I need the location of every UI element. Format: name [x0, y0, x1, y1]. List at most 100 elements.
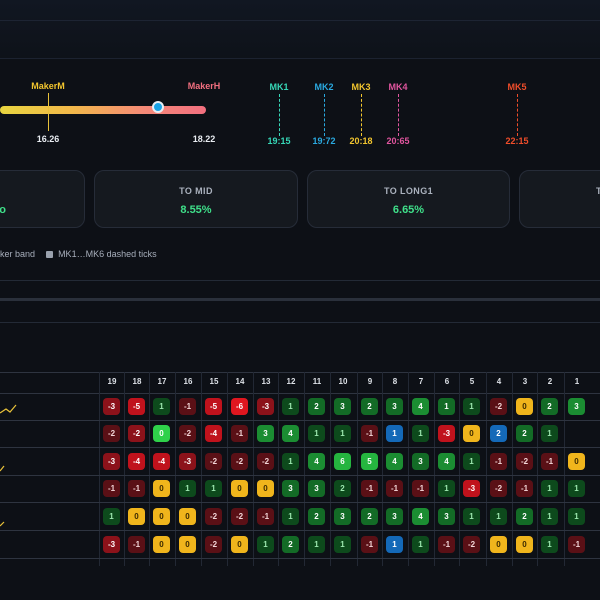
grid-column-header[interactable]: 1 [574, 377, 580, 386]
grid-cell[interactable]: -5 [205, 398, 222, 415]
grid-cell[interactable]: 2 [308, 508, 325, 525]
grid-cell[interactable]: 0 [153, 536, 170, 553]
grid-cell[interactable]: -1 [438, 536, 455, 553]
grid-cell[interactable]: 0 [153, 480, 170, 497]
grid-cell[interactable]: 0 [231, 536, 248, 553]
grid-cell[interactable]: 1 [438, 398, 455, 415]
grid-cell[interactable]: 3 [386, 398, 403, 415]
grid-cell[interactable]: 1 [257, 536, 274, 553]
grid-cell[interactable]: -1 [257, 508, 274, 525]
stat-card-left[interactable]: o [0, 170, 85, 228]
grid-cell[interactable]: 2 [361, 398, 378, 415]
grid-cell[interactable]: -1 [231, 425, 248, 442]
grid-cell[interactable]: 5 [361, 453, 378, 470]
grid-column-header[interactable]: 14 [235, 377, 245, 386]
grid-cell[interactable]: -3 [103, 453, 120, 470]
grid-cell[interactable]: 1 [282, 398, 299, 415]
grid-cell[interactable]: 1 [568, 480, 585, 497]
grid-cell[interactable]: 1 [541, 536, 558, 553]
grid-cell[interactable]: -3 [179, 453, 196, 470]
grid-cell[interactable]: -1 [386, 480, 403, 497]
grid-cell[interactable]: 4 [308, 453, 325, 470]
grid-cell[interactable]: 1 [179, 480, 196, 497]
grid-cell[interactable]: -2 [516, 453, 533, 470]
grid-cell[interactable]: -1 [128, 536, 145, 553]
grid-cell[interactable]: 1 [205, 480, 222, 497]
grid-cell[interactable]: 1 [568, 508, 585, 525]
grid-cell[interactable]: 1 [153, 398, 170, 415]
grid-column-header[interactable]: 13 [261, 377, 271, 386]
grid-cell[interactable]: -3 [257, 398, 274, 415]
grid-column-header[interactable]: 15 [209, 377, 219, 386]
grid-cell[interactable]: -2 [463, 536, 480, 553]
grid-cell[interactable]: -1 [103, 480, 120, 497]
grid-cell[interactable]: 3 [257, 425, 274, 442]
grid-cell[interactable]: 2 [282, 536, 299, 553]
grid-column-header[interactable]: 10 [338, 377, 348, 386]
grid-cell[interactable]: -1 [568, 536, 585, 553]
grid-cell[interactable]: -1 [361, 425, 378, 442]
grid-cell[interactable]: -2 [490, 480, 507, 497]
grid-column-header[interactable]: 9 [367, 377, 373, 386]
grid-cell[interactable]: 1 [308, 536, 325, 553]
grid-cell[interactable]: 4 [412, 508, 429, 525]
grid-column-header[interactable]: 19 [107, 377, 117, 386]
grid-cell[interactable]: -1 [128, 480, 145, 497]
grid-cell[interactable]: 6 [334, 453, 351, 470]
grid-cell[interactable]: -2 [179, 425, 196, 442]
grid-cell[interactable]: 3 [334, 508, 351, 525]
grid-column-header[interactable]: 16 [183, 377, 193, 386]
grid-cell[interactable]: -1 [490, 453, 507, 470]
grid-cell[interactable]: -3 [103, 536, 120, 553]
grid-cell[interactable]: 3 [568, 398, 585, 415]
grid-column-header[interactable]: 17 [157, 377, 167, 386]
grid-cell[interactable]: 0 [257, 480, 274, 497]
grid-column-header[interactable]: 12 [286, 377, 296, 386]
grid-cell[interactable]: 2 [334, 480, 351, 497]
grid-cell[interactable]: -1 [516, 480, 533, 497]
grid-cell[interactable]: 0 [568, 453, 585, 470]
grid-cell[interactable]: -2 [231, 453, 248, 470]
grid-column-header[interactable]: 6 [444, 377, 450, 386]
grid-cell[interactable]: 3 [308, 480, 325, 497]
grid-cell[interactable]: 4 [412, 398, 429, 415]
grid-cell[interactable]: 2 [361, 508, 378, 525]
grid-cell[interactable]: -2 [205, 536, 222, 553]
grid-cell[interactable]: 0 [463, 425, 480, 442]
grid-cell[interactable]: 3 [438, 508, 455, 525]
grid-cell[interactable]: 1 [463, 508, 480, 525]
section-scrollbar[interactable] [0, 298, 600, 301]
stat-card-to-mid[interactable]: TO MID 8.55% [94, 170, 298, 228]
grid-cell[interactable]: 3 [282, 480, 299, 497]
grid-cell[interactable]: 1 [541, 425, 558, 442]
grid-cell[interactable]: -1 [541, 453, 558, 470]
grid-cell[interactable]: 1 [308, 425, 325, 442]
grid-cell[interactable]: -3 [103, 398, 120, 415]
grid-cell[interactable]: 2 [516, 425, 533, 442]
grid-cell[interactable]: 3 [386, 508, 403, 525]
grid-cell[interactable]: -4 [205, 425, 222, 442]
grid-cell[interactable]: 1 [412, 536, 429, 553]
grid-cell[interactable]: 4 [282, 425, 299, 442]
grid-column-header[interactable]: 3 [522, 377, 528, 386]
grid-cell[interactable]: 1 [463, 453, 480, 470]
stat-card-to-long1[interactable]: TO LONG1 6.65% [307, 170, 510, 228]
grid-cell[interactable]: -2 [257, 453, 274, 470]
grid-cell[interactable]: -1 [361, 480, 378, 497]
grid-cell[interactable]: -2 [205, 508, 222, 525]
grid-cell[interactable]: 1 [463, 398, 480, 415]
grid-column-header[interactable]: 2 [547, 377, 553, 386]
grid-cell[interactable]: 0 [128, 508, 145, 525]
grid-cell[interactable]: 1 [282, 508, 299, 525]
grid-cell[interactable]: -1 [412, 480, 429, 497]
grid-cell[interactable]: -2 [205, 453, 222, 470]
grid-cell[interactable]: 1 [386, 425, 403, 442]
grid-column-header[interactable]: 11 [312, 377, 322, 386]
grid-cell[interactable]: 3 [412, 453, 429, 470]
grid-column-header[interactable]: 18 [132, 377, 142, 386]
grid-cell[interactable]: 1 [334, 536, 351, 553]
grid-cell[interactable]: -6 [231, 398, 248, 415]
grid-cell[interactable]: 2 [490, 425, 507, 442]
grid-column-header[interactable]: 7 [418, 377, 424, 386]
grid-cell[interactable]: 0 [179, 508, 196, 525]
